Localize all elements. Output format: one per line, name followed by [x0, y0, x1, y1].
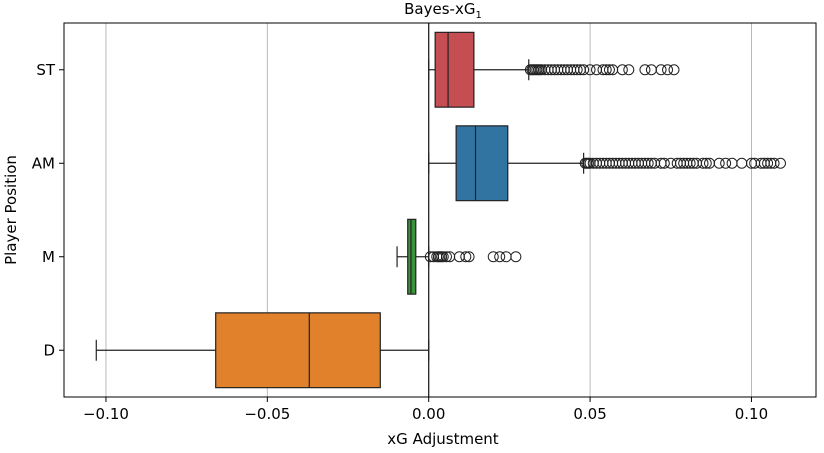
outlier-point — [697, 157, 709, 169]
outlier-point — [700, 157, 712, 169]
outlier-point — [645, 64, 657, 76]
outlier-point — [616, 64, 628, 76]
outlier-point — [494, 251, 506, 263]
outlier-point — [623, 64, 635, 76]
outlier-point — [578, 64, 590, 76]
box-iqr — [455, 125, 509, 202]
box-iqr — [407, 218, 417, 295]
boxes — [95, 31, 786, 389]
box-iqr — [215, 312, 381, 389]
outlier-point — [584, 64, 596, 76]
box-am — [428, 125, 786, 202]
x-tick-label: 0.05 — [573, 405, 606, 423]
x-tick-label: 0.10 — [735, 405, 768, 423]
y-tick-label: D — [43, 341, 55, 359]
box-d — [95, 312, 430, 389]
y-axis-label: Player Position — [2, 155, 20, 265]
x-tick-label: −0.10 — [83, 405, 129, 423]
outlier-point — [571, 64, 583, 76]
outlier-point — [658, 157, 670, 169]
x-tick-label: 0.00 — [412, 405, 445, 423]
box-st — [428, 31, 680, 108]
plot-frame — [63, 22, 817, 398]
outlier-point — [684, 157, 696, 169]
outlier-point — [642, 157, 654, 169]
outlier-point — [736, 157, 748, 169]
outlier-point — [762, 157, 774, 169]
outlier-point — [603, 64, 615, 76]
y-tick-label: ST — [36, 61, 56, 79]
x-axis-ticks: −0.10 −0.05 0.00 0.05 0.10 — [83, 397, 768, 423]
outlier-point — [510, 251, 522, 263]
chart-title: Bayes-xG1 — [404, 0, 482, 21]
y-tick-label: M — [42, 248, 55, 266]
y-axis-ticks: ST AM M D — [32, 61, 64, 359]
x-tick-label: −0.05 — [244, 405, 290, 423]
box-m — [396, 218, 522, 295]
outlier-point — [437, 251, 449, 263]
outlier-point — [662, 64, 674, 76]
outlier-point — [768, 157, 780, 169]
outlier-point — [774, 157, 786, 169]
outlier-point — [655, 64, 667, 76]
outlier-point — [668, 64, 680, 76]
outlier-point — [639, 64, 651, 76]
outlier-point — [463, 251, 475, 263]
outlier-point — [720, 157, 732, 169]
chart-title-subscript: 1 — [475, 10, 481, 21]
y-tick-label: AM — [32, 154, 55, 172]
outlier-point — [460, 251, 472, 263]
outlier-point — [500, 251, 512, 263]
box-iqr — [434, 31, 475, 108]
outlier-point — [487, 251, 499, 263]
outlier-point — [440, 251, 452, 263]
x-axis-label: xG Adjustment — [387, 430, 499, 448]
outlier-point — [600, 64, 612, 76]
outlier-point — [726, 157, 738, 169]
outlier-point — [713, 157, 725, 169]
